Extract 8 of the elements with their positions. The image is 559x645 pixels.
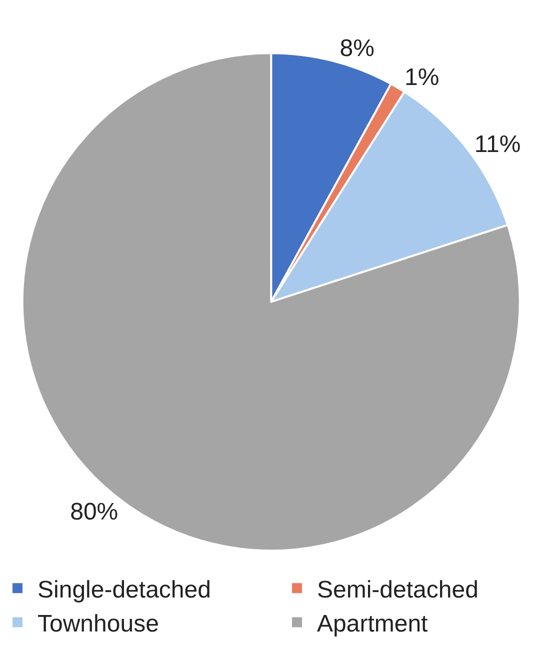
- legend-label: Apartment: [317, 610, 428, 638]
- data-label: 11%: [474, 130, 521, 158]
- legend-label: Semi-detached: [317, 576, 478, 604]
- data-label: 8%: [340, 34, 374, 62]
- data-label: 1%: [404, 64, 440, 92]
- legend-label: Townhouse: [38, 610, 159, 638]
- data-label: 80%: [70, 498, 118, 526]
- legend-label: Single-detached: [38, 576, 211, 604]
